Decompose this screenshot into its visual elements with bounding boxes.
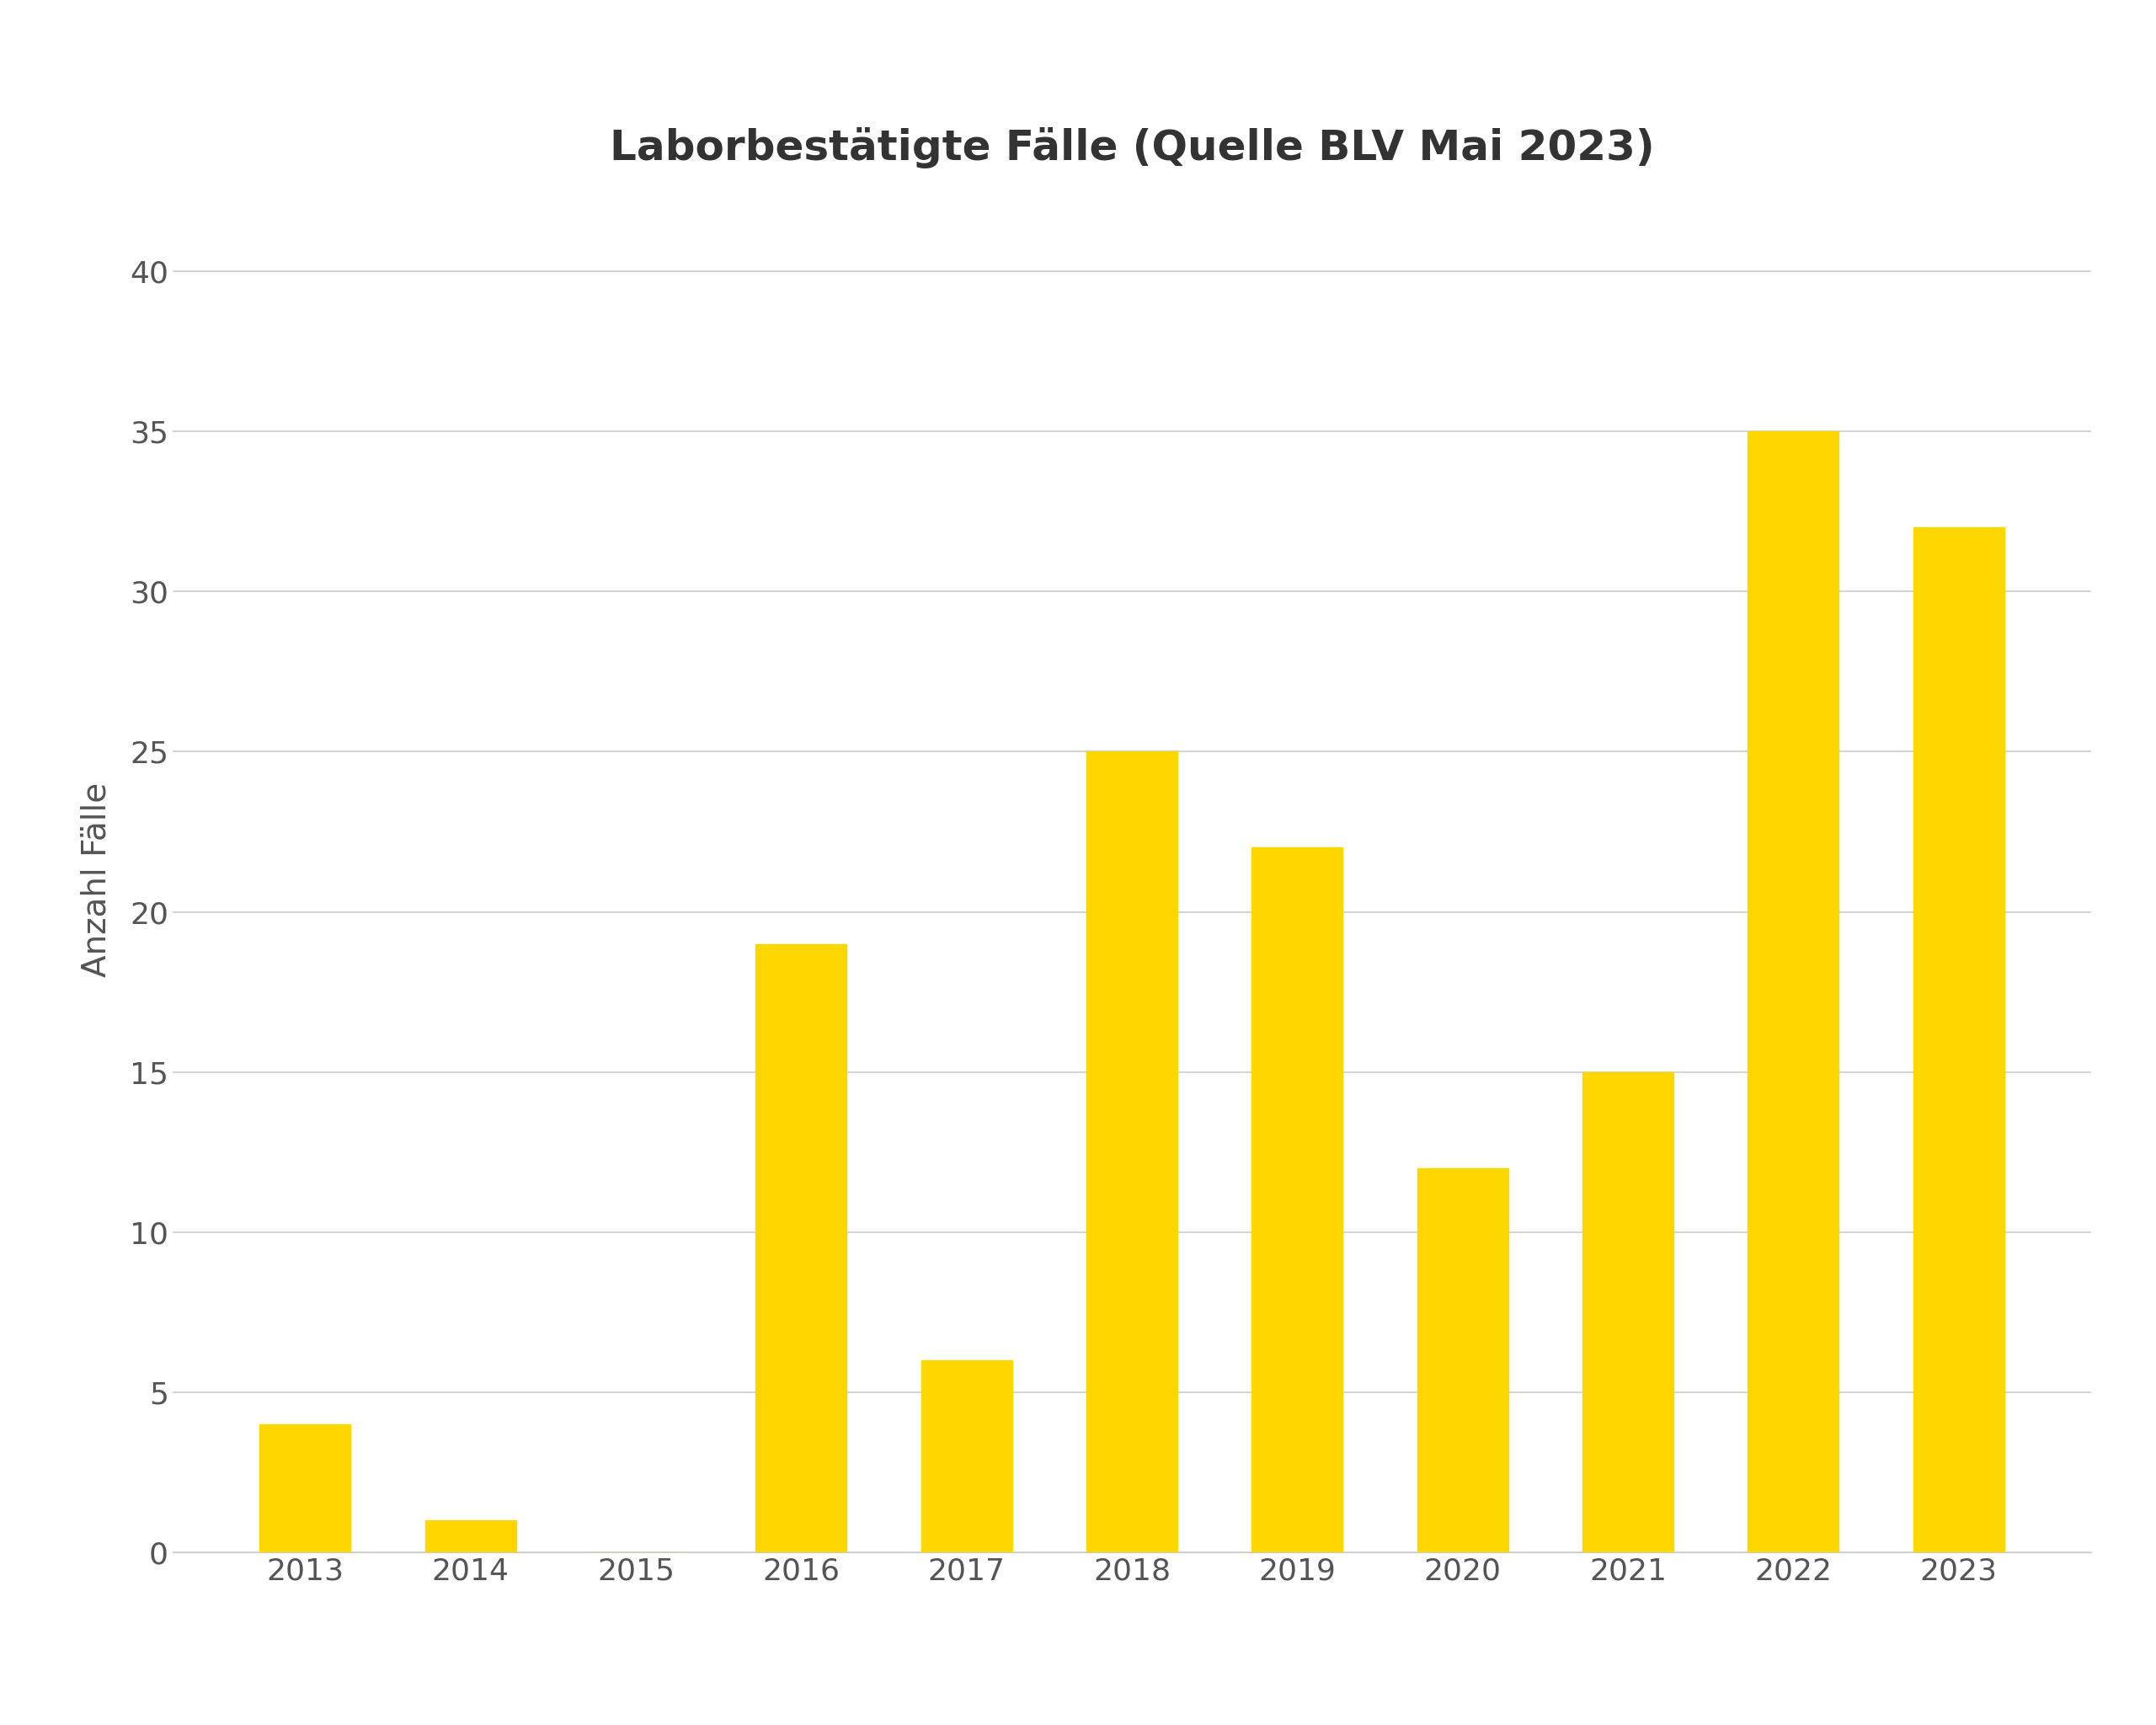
Bar [425, 1520, 515, 1552]
Bar [1416, 1168, 1507, 1552]
Y-axis label: Anzahl Fälle: Anzahl Fälle [80, 783, 112, 976]
Bar [259, 1425, 351, 1552]
Bar [1912, 528, 2005, 1553]
Title: Laborbestätigte Fälle (Quelle BLV Mai 2023): Laborbestätigte Fälle (Quelle BLV Mai 20… [610, 128, 1654, 169]
Bar [1087, 752, 1177, 1552]
Bar [757, 944, 847, 1552]
Bar [921, 1361, 1011, 1552]
Bar [1749, 431, 1839, 1552]
Bar [1253, 847, 1343, 1552]
Bar [1583, 1071, 1673, 1552]
